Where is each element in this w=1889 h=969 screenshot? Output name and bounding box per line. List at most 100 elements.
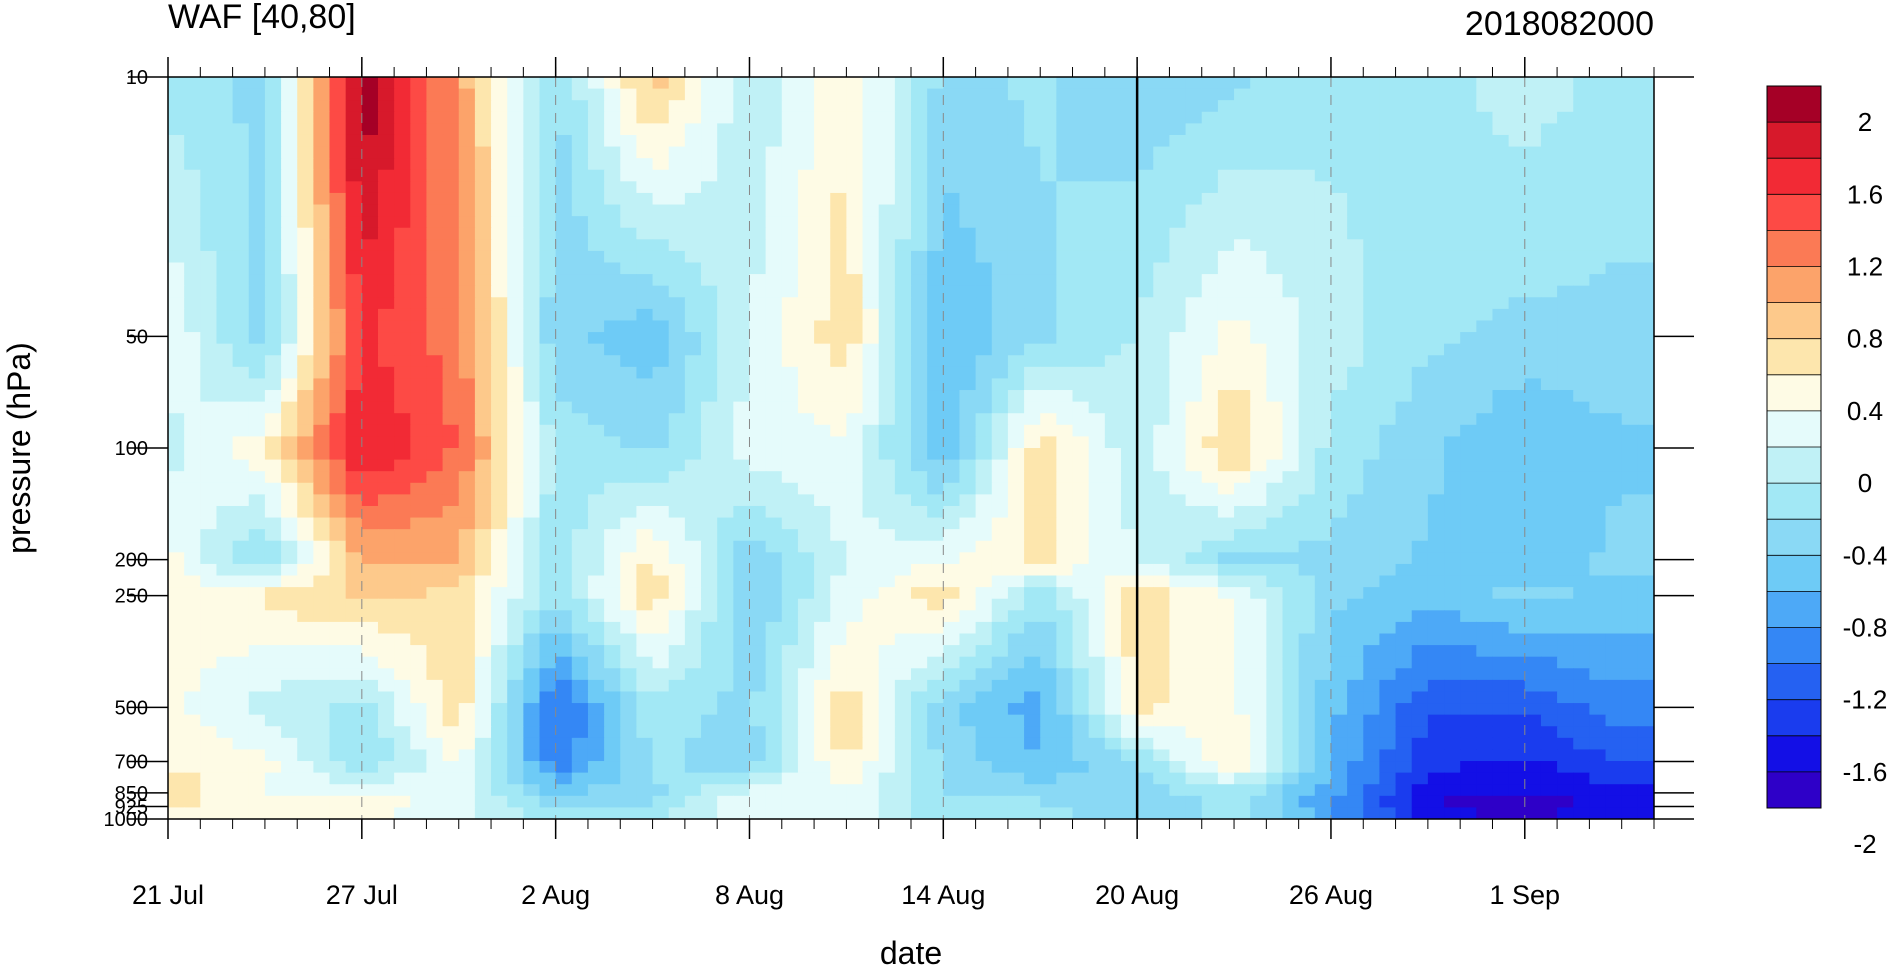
- heatmap-cell: [1056, 517, 1074, 530]
- heatmap-cell: [426, 505, 444, 519]
- heatmap-cell: [1024, 575, 1041, 588]
- heatmap-cell: [555, 598, 573, 611]
- heatmap-cell: [878, 424, 896, 437]
- heatmap-cell: [216, 517, 234, 530]
- heatmap-cell: [1120, 274, 1138, 287]
- heatmap-cell: [1363, 204, 1381, 217]
- heatmap-cell: [1444, 146, 1461, 159]
- heatmap-cell: [1007, 459, 1025, 472]
- heatmap-cell: [410, 505, 428, 519]
- heatmap-cell: [1460, 448, 1477, 461]
- heatmap-cell: [426, 459, 444, 472]
- heatmap-cell: [361, 332, 379, 345]
- heatmap-cell: [749, 111, 767, 124]
- heatmap-cell: [410, 679, 428, 693]
- heatmap-cell: [1524, 88, 1542, 101]
- heatmap-cell: [216, 355, 234, 368]
- heatmap-cell: [1298, 610, 1316, 623]
- heatmap-cell: [507, 540, 524, 553]
- heatmap-cell: [1573, 297, 1590, 310]
- heatmap-cell: [410, 587, 428, 600]
- heatmap-cell: [200, 517, 218, 530]
- heatmap-cell: [814, 598, 831, 611]
- heatmap-cell: [1347, 181, 1364, 194]
- heatmap-cell: [1363, 563, 1381, 577]
- heatmap-cell: [571, 645, 589, 658]
- heatmap-cell: [701, 587, 718, 600]
- heatmap-cell: [1379, 274, 1397, 287]
- heatmap-cell: [361, 598, 379, 611]
- heatmap-cell: [1540, 297, 1558, 310]
- heatmap-cell: [1234, 552, 1251, 565]
- heatmap-cell: [620, 482, 638, 495]
- heatmap-cell: [1266, 459, 1284, 472]
- heatmap-cell: [1589, 262, 1607, 275]
- heatmap-cell: [184, 436, 201, 449]
- heatmap-cell: [959, 169, 977, 182]
- heatmap-cell: [329, 227, 347, 240]
- heatmap-cell: [1557, 262, 1574, 275]
- heatmap-cell: [1621, 482, 1639, 495]
- heatmap-cell: [894, 88, 912, 101]
- heatmap-cell: [749, 448, 767, 461]
- heatmap-cell: [1266, 169, 1284, 182]
- heatmap-cell: [410, 308, 428, 322]
- heatmap-cell: [781, 297, 799, 310]
- heatmap-cell: [587, 656, 605, 669]
- heatmap-cell: [1072, 297, 1090, 310]
- heatmap-cell: [1330, 587, 1348, 600]
- heatmap-cell: [442, 250, 460, 264]
- heatmap-cell: [1314, 424, 1332, 437]
- heatmap-cell: [911, 146, 928, 159]
- heatmap-cell: [1605, 262, 1623, 275]
- heatmap-cell: [1072, 169, 1090, 182]
- heatmap-cell: [1363, 169, 1381, 182]
- heatmap-cell: [168, 610, 185, 623]
- heatmap-cell: [1266, 262, 1284, 275]
- heatmap-cell: [959, 285, 977, 298]
- heatmap-cell: [1524, 413, 1542, 426]
- heatmap-cell: [1573, 123, 1590, 136]
- heatmap-cell: [1298, 204, 1316, 217]
- heatmap-cell: [297, 668, 314, 681]
- heatmap-cell: [927, 88, 944, 101]
- heatmap-cell: [1185, 459, 1203, 472]
- heatmap-cell: [636, 204, 654, 217]
- heatmap-cell: [1395, 656, 1413, 669]
- heatmap-cell: [313, 227, 331, 240]
- heatmap-cell: [394, 529, 411, 542]
- heatmap-cell: [1460, 332, 1477, 345]
- heatmap-cell: [668, 587, 686, 600]
- heatmap-cell: [523, 436, 541, 449]
- heatmap-cell: [991, 181, 1009, 194]
- heatmap-cell: [507, 123, 524, 136]
- heatmap-cell: [927, 123, 944, 136]
- heatmap-cell: [1056, 424, 1074, 437]
- heatmap-cell: [587, 332, 605, 345]
- heatmap-cell: [1153, 587, 1171, 600]
- heatmap-cell: [668, 471, 686, 484]
- heatmap-cell: [345, 181, 363, 194]
- heatmap-cell: [1007, 77, 1025, 90]
- heatmap-cell: [1217, 111, 1235, 124]
- heatmap-cell: [781, 563, 799, 577]
- heatmap-cell: [911, 459, 928, 472]
- heatmap-cell: [361, 88, 379, 101]
- heatmap-cell: [1637, 424, 1654, 437]
- heatmap-cell: [604, 192, 621, 206]
- heatmap-cell: [458, 146, 476, 159]
- heatmap-cell: [168, 343, 185, 356]
- heatmap-cell: [1347, 274, 1364, 287]
- heatmap-cell: [216, 88, 234, 101]
- heatmap-cell: [1250, 204, 1267, 217]
- heatmap-cell: [281, 227, 298, 240]
- heatmap-cell: [491, 181, 508, 194]
- heatmap-cell: [1444, 158, 1461, 171]
- heatmap-cell: [878, 621, 896, 635]
- heatmap-cell: [1072, 587, 1090, 600]
- heatmap-cell: [701, 656, 718, 669]
- heatmap-cell: [1007, 494, 1025, 507]
- heatmap-cell: [442, 239, 460, 252]
- heatmap-cell: [1120, 297, 1138, 310]
- heatmap-cell: [587, 239, 605, 252]
